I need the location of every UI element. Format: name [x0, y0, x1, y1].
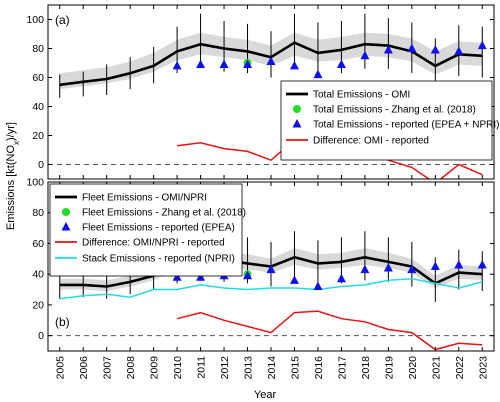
x-tick-label: 2009	[149, 356, 161, 380]
legend-label: Difference: OMI - reported	[313, 136, 429, 147]
series-total-emissions-reported-epea-npri-point	[407, 43, 417, 52]
panel-label: (b)	[55, 315, 70, 329]
series-total-emissions-reported-epea-npri-point	[336, 59, 346, 68]
series-stack-emissions-reported-npri-line	[59, 278, 483, 300]
panel-b: 0 20 40 60 80 100 2005 2006 2007 2008 2009 2010 2011…	[26, 177, 495, 380]
series-total-emissions-reported-epea-npri-point	[243, 59, 253, 68]
series-fleet-emissions-reported-epea-point	[196, 272, 206, 281]
legend-marker-circle	[293, 105, 301, 113]
series-total-emissions-reported-epea-npri-point	[313, 69, 323, 79]
legend-marker-triangle	[292, 119, 302, 128]
x-tick-label: 2006	[78, 356, 90, 380]
y-tick-label: 0	[38, 330, 44, 342]
y-tick-label: 20	[32, 130, 44, 142]
legend-item-difference-omi-npri-reported: Difference: OMI/NPRI - reported	[55, 238, 225, 249]
series-total-emissions-reported-epea-npri-point	[196, 59, 206, 68]
y-tick-label: 100	[26, 14, 44, 26]
series-fleet-emissions-reported-epea-point	[454, 259, 464, 269]
x-tick-label: 2013	[243, 356, 255, 380]
y-tick-label: 20	[32, 299, 44, 311]
legend: Fleet Emissions - OMI/NPRI Fleet Emission…	[49, 183, 246, 277]
legend-box	[280, 80, 493, 161]
series-fleet-emissions-reported-epea-point	[289, 275, 299, 284]
x-tick-label: 2011	[196, 356, 208, 379]
series-fleet-emissions-reported-epea-point	[243, 270, 253, 280]
x-tick-label: 2021	[430, 356, 442, 380]
y-axis-label-subscript: x	[12, 141, 21, 145]
legend-label: Total Emissions - Zhang et al. (2018)	[313, 105, 476, 116]
series-fleet-emissions-reported-epea-point	[430, 261, 440, 270]
x-tick-label: 2007	[102, 356, 114, 380]
legend-label: Fleet Emissions - reported (EPEA)	[82, 223, 235, 234]
x-tick-label: 2005	[55, 356, 67, 380]
legend-item-fleet-emissions-zhang-et-al-2018: Fleet Emissions - Zhang et al. (2018)	[62, 208, 246, 219]
y-axis-label-main: Emissions [kt(NO	[5, 145, 17, 230]
x-axis-label: Year	[254, 389, 277, 401]
legend-label: Total Emissions - OMI	[313, 90, 410, 101]
series-total-emissions-reported-epea-npri-point	[383, 44, 393, 54]
series-total-emissions-reported-epea-npri-point	[289, 60, 299, 70]
panel-label: (a)	[55, 13, 70, 27]
series-total-emissions-reported-epea-npri-point	[360, 50, 370, 60]
y-tick-label: 40	[32, 101, 44, 113]
y-tick-label: 60	[32, 72, 44, 84]
y-tick-label: 100	[26, 177, 44, 189]
series-total-emissions-reported-epea-npri-point	[454, 46, 464, 55]
x-tick-label: 2012	[219, 356, 231, 380]
series-difference-omi-npri-reported-line	[176, 310, 483, 351]
x-tick-label: 2015	[289, 356, 301, 380]
y-tick-label: 60	[32, 238, 44, 250]
x-tick-label: 2019	[383, 356, 395, 380]
legend-label: Fleet Emissions - OMI/NPRI	[82, 193, 207, 204]
x-tick-label: 2023	[477, 356, 489, 380]
series-fleet-emissions-reported-epea-point	[313, 281, 323, 290]
series-fleet-emissions-reported-epea-point	[172, 272, 182, 281]
x-tick-label: 2020	[407, 356, 419, 380]
legend-marker-circle	[62, 208, 70, 216]
legend-label: Stack Emissions - reported (NPRI)	[82, 254, 235, 265]
legend-item-total-emissions-zhang-et-al-2018: Total Emissions - Zhang et al. (2018)	[293, 105, 476, 116]
legend-label: Total Emissions - reported (EPEA + NPRI)	[313, 120, 499, 131]
series-fleet-emissions-reported-epea-point	[383, 263, 393, 272]
legend-item-fleet-emissions-reported-epea: Fleet Emissions - reported (EPEA)	[61, 222, 235, 234]
series-fleet-emissions-reported-epea-point	[407, 264, 417, 274]
series-stack-emissions-reported-npri	[59, 278, 483, 300]
x-tick-label: 2014	[266, 356, 278, 380]
series-total-emissions-reported-epea-npri-point	[430, 44, 440, 54]
legend-item-stack-emissions-reported-npri: Stack Emissions - reported (NPRI)	[55, 254, 235, 265]
y-tick-label: 80	[32, 207, 44, 219]
legend-item-difference-omi-reported: Difference: OMI - reported	[286, 136, 429, 147]
x-tick-label: 2018	[360, 356, 372, 380]
y-axis-label: Emissions [kt(NOx)/yr]	[5, 122, 21, 230]
y-tick-label: 40	[32, 269, 44, 281]
x-tick-label: 2010	[172, 356, 184, 380]
legend-item-fleet-emissions-omi-npri: Fleet Emissions - OMI/NPRI	[55, 193, 207, 204]
series-total-emissions-reported-epea-npri-point	[477, 40, 487, 50]
x-tick-label: 2022	[454, 356, 466, 380]
legend-box	[49, 183, 243, 277]
legend: Total Emissions - OMI Total Emissions - Z…	[280, 80, 499, 161]
y-tick-label: 80	[32, 43, 44, 55]
x-tick-label: 2016	[313, 356, 325, 380]
series-total-emissions-reported-epea-npri-point	[172, 60, 182, 70]
legend-label: Difference: OMI/NPRI - reported	[82, 238, 225, 249]
legend-label: Fleet Emissions - Zhang et al. (2018)	[82, 208, 246, 219]
legend-item-total-emissions-omi: Total Emissions - OMI	[286, 90, 410, 101]
y-tick-label: 0	[38, 159, 44, 171]
series-fleet-emissions-reported-epea-point	[266, 264, 276, 274]
x-tick-label: 2017	[336, 356, 348, 380]
series-total-emissions-reported-epea-npri-point	[266, 56, 276, 66]
series-total-emissions-reported-epea-npri-point	[219, 59, 229, 68]
legend-item-total-emissions-reported-epea-npri: Total Emissions - reported (EPEA + NPRI)	[292, 119, 499, 131]
series-fleet-emissions-reported-epea-point	[477, 259, 487, 269]
series-difference-omi-npri-reported	[176, 310, 483, 351]
series-fleet-emissions-reported-epea-point	[360, 264, 370, 274]
legend-marker-triangle	[61, 222, 71, 231]
x-tick-label: 2008	[125, 356, 137, 380]
series-fleet-emissions-reported-epea-point	[336, 273, 346, 283]
y-axis-label-unit: )/yr]	[5, 122, 17, 141]
